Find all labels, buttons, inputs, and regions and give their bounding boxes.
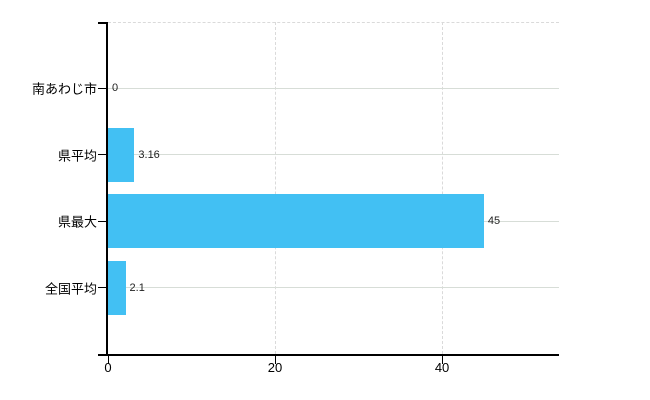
y-axis-tick	[98, 87, 106, 89]
y-axis-tick	[98, 154, 106, 156]
x-axis-tick	[441, 356, 443, 364]
y-axis-end-tick	[98, 22, 106, 24]
category-gridline	[108, 154, 559, 156]
bar-pref-max	[108, 194, 484, 249]
bar-value-label: 3.16	[138, 148, 160, 161]
x-axis-tick-label: 40	[434, 360, 450, 375]
category-gridline	[108, 287, 559, 289]
bar-national-average	[108, 260, 126, 315]
x-gridline	[274, 22, 276, 354]
category-label: 県平均	[57, 148, 97, 164]
x-axis-tick-label: 0	[104, 360, 112, 375]
x-axis-line	[106, 354, 559, 356]
y-axis-tick	[98, 287, 106, 289]
y-axis-line	[106, 22, 108, 356]
category-gridline	[108, 87, 559, 89]
x-axis-tick	[107, 356, 109, 364]
bar-value-label: 45	[487, 215, 501, 228]
x-axis-tick	[274, 356, 276, 364]
plot-top-border	[108, 22, 559, 23]
y-axis-end-tick	[98, 354, 106, 356]
category-label: 南あわじ市	[31, 81, 97, 97]
bar-value-label: 0	[112, 82, 119, 95]
x-gridline	[441, 22, 443, 354]
x-axis-tick-label: 20	[267, 360, 283, 375]
y-axis-tick	[98, 220, 106, 222]
plot-area: 0 3.16 45 2.1	[98, 22, 559, 364]
category-label: 全国平均	[44, 281, 97, 297]
category-label: 県最大	[57, 214, 97, 230]
bar-value-label: 2.1	[129, 281, 145, 294]
bar-pref-average	[108, 127, 135, 182]
